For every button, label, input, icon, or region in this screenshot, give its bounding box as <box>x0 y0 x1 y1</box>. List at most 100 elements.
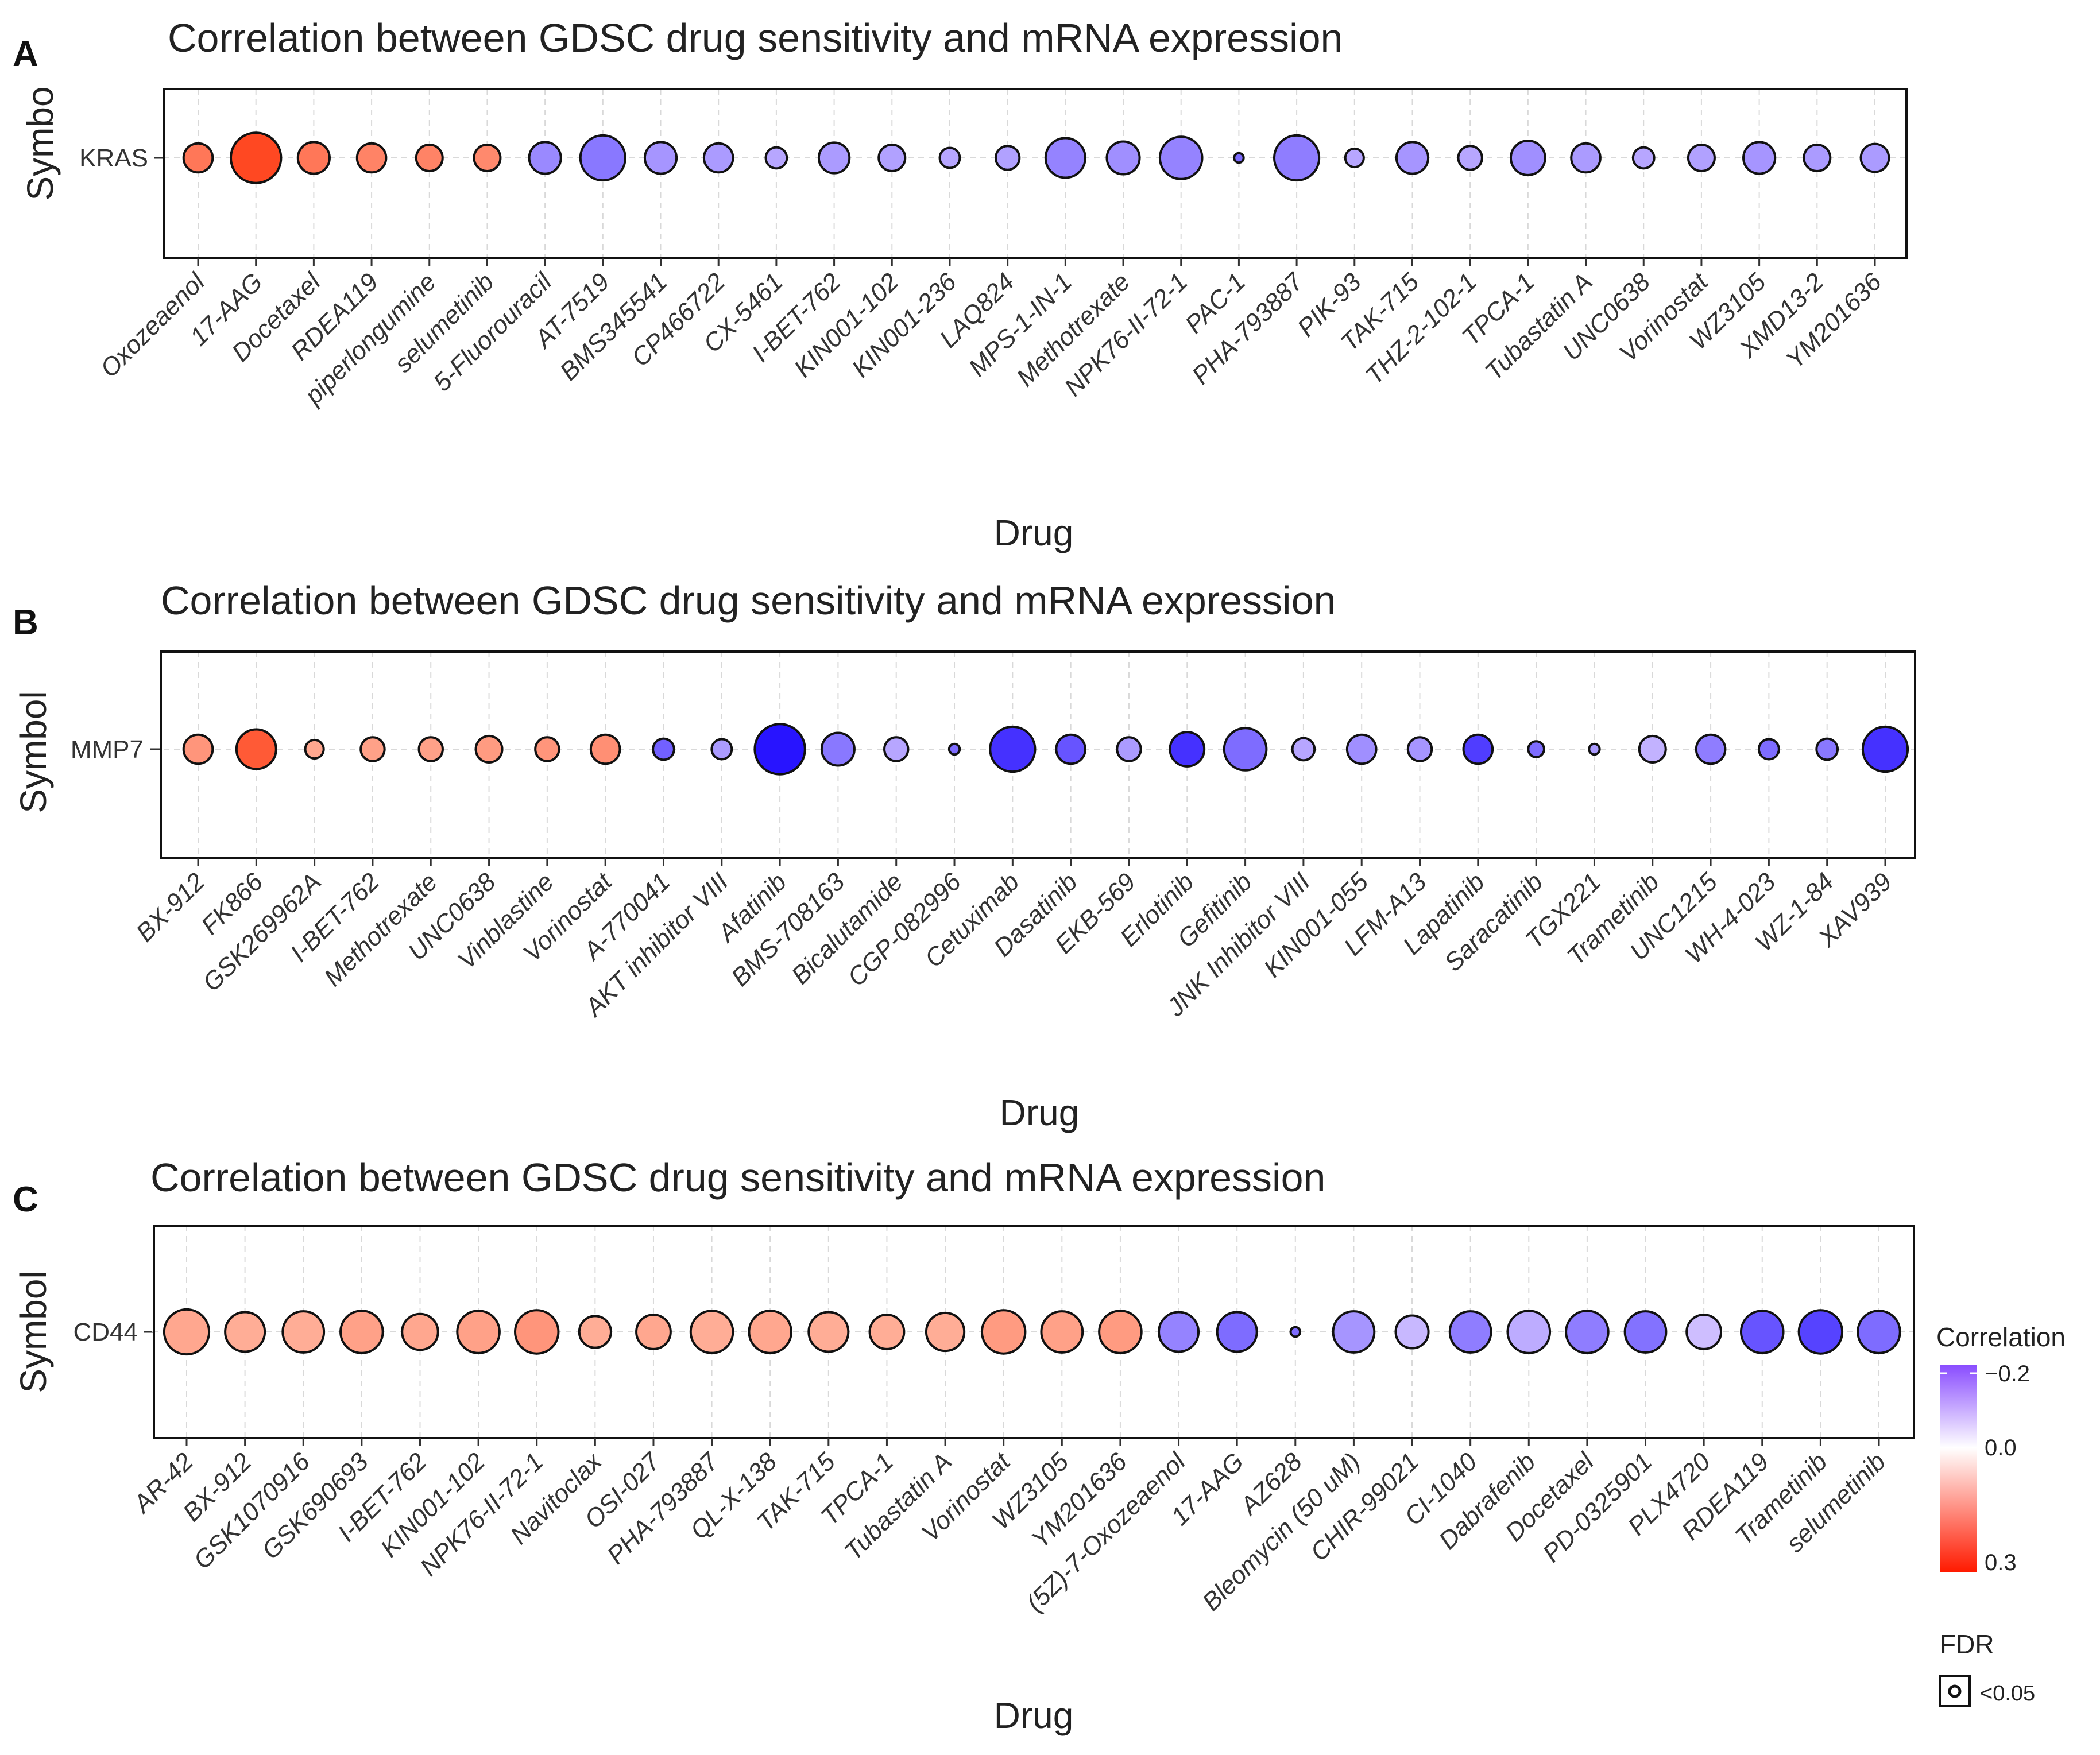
panel-a-grid <box>164 89 1909 258</box>
data-point <box>281 1310 326 1354</box>
data-point <box>1685 1314 1723 1350</box>
panel-a-points <box>182 131 1890 184</box>
data-point <box>1395 141 1430 175</box>
data-point <box>1116 736 1142 762</box>
panel-a-x-ticks: Oxozeaenol17-AAGDocetaxelRDEA119piperlon… <box>95 258 1887 410</box>
data-point <box>710 738 733 761</box>
data-point <box>528 141 562 175</box>
data-point <box>643 141 678 175</box>
data-point <box>702 142 734 174</box>
data-point <box>820 731 856 767</box>
data-point <box>417 736 444 762</box>
panel-a-symbol-label: KRAS <box>79 144 148 172</box>
data-point <box>1857 1310 1901 1354</box>
data-point <box>807 1311 850 1353</box>
data-point <box>1394 1314 1430 1350</box>
data-point <box>1687 144 1716 172</box>
data-point <box>1797 1309 1844 1355</box>
panel-a-plot-frame <box>163 88 1908 259</box>
data-point <box>1527 740 1545 758</box>
panel-c-x-title: Drug <box>994 1695 1074 1736</box>
data-point <box>989 725 1037 773</box>
data-point <box>1291 737 1316 762</box>
panel-c-symbol-label: CD44 <box>74 1318 138 1346</box>
data-point <box>1803 144 1832 172</box>
data-point <box>1055 733 1086 765</box>
data-point <box>1344 147 1365 169</box>
panel-a: A Correlation between GDSC drug sensitiv… <box>13 16 1909 553</box>
data-point <box>883 736 910 762</box>
data-point <box>514 1309 560 1355</box>
legend: Correlation −0.2 0.0 0.3 FDR <0.05 <box>1936 1322 2066 1707</box>
data-point <box>229 131 283 184</box>
panel-c-letter: C <box>13 1180 38 1219</box>
panel-c-title: Correlation between GDSC drug sensitivit… <box>150 1155 1325 1200</box>
panel-c-plot-frame <box>153 1225 1915 1439</box>
data-point <box>1289 1326 1302 1338</box>
data-point <box>304 738 325 760</box>
data-point <box>1406 736 1433 762</box>
data-point <box>578 1315 612 1349</box>
panel-b-plot-frame <box>160 650 1916 859</box>
data-point <box>579 134 626 182</box>
data-point <box>994 145 1021 171</box>
data-point <box>938 146 961 169</box>
data-point <box>1223 727 1268 772</box>
panel-a-title: Correlation between GDSC drug sensitivit… <box>168 16 1343 60</box>
data-point <box>401 1312 439 1351</box>
panel-b: B Correlation between GDSC drug sensitiv… <box>13 578 1920 1133</box>
data-point <box>1448 1310 1492 1354</box>
data-point <box>1623 1310 1668 1354</box>
panel-b-x-title: Drug <box>1000 1092 1080 1133</box>
data-point <box>1158 1311 1200 1353</box>
legend-fdr-title: FDR <box>1940 1629 1994 1659</box>
data-point <box>224 1311 266 1353</box>
data-point <box>1861 725 1909 773</box>
data-point <box>534 736 560 762</box>
data-point <box>877 144 907 172</box>
panel-a-x-title: Drug <box>994 512 1074 553</box>
data-point <box>473 144 502 172</box>
data-point <box>339 1310 384 1354</box>
data-point <box>415 144 444 172</box>
panel-c-x-ticks: AR-42BX-912GSK1070916GSK690693I-BET-762K… <box>127 1438 1891 1617</box>
data-point <box>1859 142 1890 173</box>
data-point <box>1742 141 1777 175</box>
panel-c-points <box>163 1308 1901 1356</box>
panel-b-title: Correlation between GDSC drug sensitivit… <box>161 578 1336 623</box>
data-point <box>1462 733 1494 765</box>
data-point <box>182 733 214 765</box>
legend-tick-neg: −0.2 <box>1985 1361 2030 1386</box>
data-point <box>947 742 961 756</box>
data-point <box>1044 137 1086 179</box>
data-point <box>1757 738 1780 761</box>
data-point <box>1457 145 1483 171</box>
legend-fdr-label: <0.05 <box>1980 1682 2035 1706</box>
data-point <box>868 1314 906 1350</box>
data-point <box>1169 731 1206 768</box>
panel-c-y-title: Symbol <box>13 1270 54 1393</box>
legend-tick-zero: 0.0 <box>1985 1435 2017 1460</box>
data-point <box>589 733 621 765</box>
data-point <box>689 1310 734 1354</box>
data-point <box>1695 733 1727 765</box>
data-point <box>1273 134 1321 182</box>
data-point <box>474 735 504 764</box>
panel-b-y-title: Symbol <box>13 691 54 813</box>
data-point <box>1233 152 1245 164</box>
data-point <box>1815 737 1839 761</box>
legend-tick-pos: 0.3 <box>1985 1550 2017 1575</box>
data-point <box>235 728 277 770</box>
data-point <box>980 1309 1027 1355</box>
data-point <box>652 737 675 761</box>
legend-fdr-key-circle <box>1948 1684 1962 1698</box>
data-point <box>635 1314 672 1350</box>
data-point <box>817 141 851 175</box>
panel-c: C Correlation between GDSC drug sensitiv… <box>13 1155 1915 1736</box>
data-point <box>925 1311 966 1353</box>
data-point <box>753 723 806 776</box>
data-point <box>1332 1310 1376 1354</box>
legend-color-bar <box>1940 1365 1977 1572</box>
data-point <box>1631 146 1656 170</box>
